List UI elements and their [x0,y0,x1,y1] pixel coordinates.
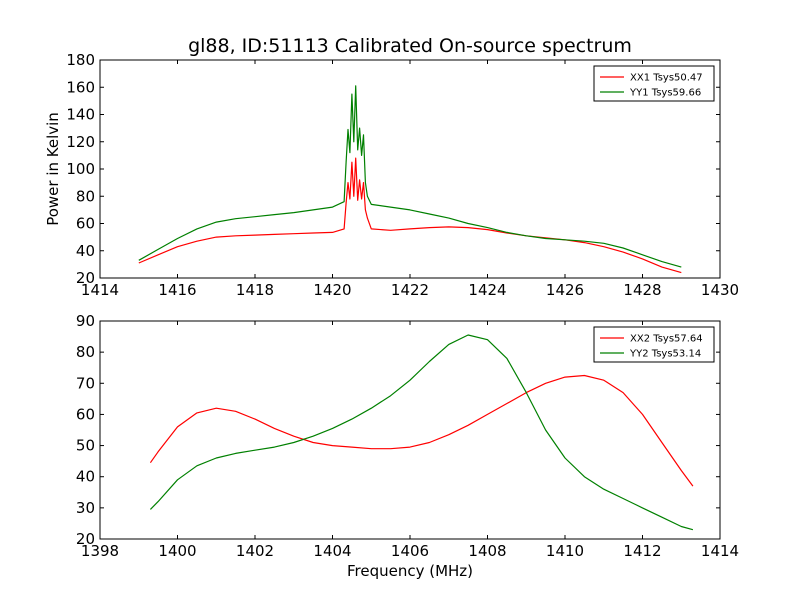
bottom-legend-box [593,326,715,363]
bottom-x-tick-label: 1406 [391,542,429,560]
bottom-y-tick-label: 60 [76,405,95,423]
bottom-y-tick-label: 90 [76,312,95,330]
bottom-x-tick-label: 1398 [81,542,119,560]
bottom-x-tick-label: 1400 [158,542,196,560]
top-legend-box [593,65,715,102]
bottom-x-tick-label: 1402 [236,542,274,560]
top-y-tick-label: 20 [76,269,95,287]
bottom-y-tick-label: 70 [76,374,95,392]
bottom-x-tick-label: 1414 [701,542,739,560]
y-axis-label: Power in Kelvin [44,112,62,226]
top-x-tick-label: 1424 [468,281,506,299]
top-y-tick-label: 40 [76,242,95,260]
bottom-y-tick-label: 40 [76,468,95,486]
bottom-y-tick-label: 80 [76,343,95,361]
top-y-tick-label: 120 [66,133,95,151]
top-x-tick-label: 1420 [313,281,351,299]
top-x-tick-label: 1414 [81,281,119,299]
top-legend-label-2: YY1 Tsys59.66 [629,88,701,99]
top-x-tick-label: 1428 [623,281,661,299]
x-axis-label: Frequency (MHz) [347,562,473,580]
bottom-x-tick-label: 1412 [623,542,661,560]
bottom-series-line-1 [149,374,694,487]
bottom-y-tick-label: 20 [76,530,95,548]
figure-title: gl88, ID:51113 Calibrated On-source spec… [188,35,632,57]
top-y-tick-label: 140 [66,106,95,124]
top-series-line-2 [138,85,682,268]
bottom-x-tick-label: 1404 [313,542,351,560]
top-y-tick-label: 80 [76,187,95,205]
top-x-tick-label: 1426 [546,281,584,299]
top-y-tick-label: 160 [66,78,95,96]
bottom-y-tick-label: 50 [76,437,95,455]
bottom-x-tick-label: 1410 [546,542,584,560]
top-x-tick-label: 1416 [158,281,196,299]
bottom-legend-label-2: YY2 Tsys53.14 [629,349,701,360]
bottom-spectrum-chart: 1398 1400 1402 1404 1406 1408 1410 1412 1414 20 30… [76,312,739,560]
bottom-legend-label-1: XX2 Tsys57.64 [630,334,703,345]
top-x-tick-label: 1418 [236,281,274,299]
top-y-tick-label: 60 [76,215,95,233]
bottom-series-line-2 [149,334,694,531]
top-x-tick-label: 1422 [391,281,429,299]
top-y-tick-label: 180 [66,51,95,69]
top-y-tick-label: 100 [66,160,95,178]
top-x-tick-label: 1430 [701,281,739,299]
bottom-x-tick-label: 1408 [468,542,506,560]
bottom-y-tick-label: 30 [76,499,95,517]
top-legend-label-1: XX1 Tsys50.47 [630,73,703,84]
top-spectrum-chart: 1414 1416 1418 1420 1422 1424 1426 1428 1430 20 40… [66,51,739,299]
